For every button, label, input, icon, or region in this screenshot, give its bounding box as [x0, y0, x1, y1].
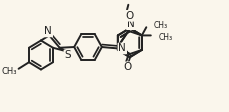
Text: CH₃: CH₃ [1, 67, 17, 76]
Text: N: N [118, 43, 126, 53]
Text: O: O [123, 62, 132, 72]
Text: N: N [127, 19, 135, 29]
Text: S: S [64, 50, 71, 60]
Text: N: N [44, 26, 52, 36]
Text: O: O [126, 11, 134, 21]
Text: CH₃: CH₃ [158, 33, 173, 42]
Text: CH₃: CH₃ [154, 21, 168, 30]
